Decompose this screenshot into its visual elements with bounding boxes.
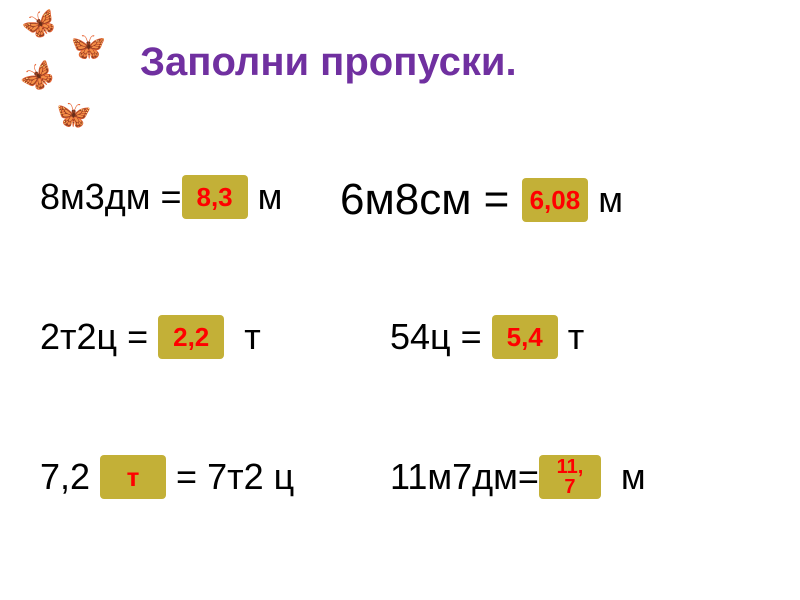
equation-suffix: = 7т2 ц: [166, 456, 294, 498]
equation-suffix: м: [588, 179, 623, 221]
equation: 7,2 т = 7т2 ц: [40, 455, 294, 499]
answer-box: 8,3: [182, 175, 248, 219]
equation-prefix: 7,2: [40, 456, 100, 498]
answer-box: 5,4: [492, 315, 558, 359]
equation-suffix: м: [601, 456, 646, 498]
answer-box: 6,08: [522, 178, 589, 222]
equation-suffix: т: [558, 316, 585, 358]
equation: 8м3дм =8,3 м: [40, 175, 282, 219]
answer-box: 11,7: [539, 455, 601, 499]
equation-suffix: т: [224, 316, 261, 358]
equation-prefix: 2т2ц =: [40, 316, 158, 358]
equation-prefix: 11м7дм=: [390, 456, 539, 498]
answer-box: т: [100, 455, 166, 499]
butterfly-icon: 🦋: [14, 53, 61, 99]
equation-prefix: 6м8см =: [340, 175, 522, 225]
butterfly-icon: 🦋: [67, 27, 107, 66]
equation: 2т2ц = 2,2 т: [40, 315, 261, 359]
answer-box: 2,2: [158, 315, 224, 359]
equation-prefix: 8м3дм =: [40, 176, 182, 218]
equation: 11м7дм=11,7 м: [390, 455, 646, 499]
butterfly-icon: 🦋: [17, 3, 61, 46]
butterfly-icon: 🦋: [51, 94, 93, 135]
equation-suffix: м: [248, 176, 283, 218]
equation: 54ц = 5,4 т: [390, 315, 584, 359]
equation: 6м8см = 6,08 м: [340, 175, 623, 225]
equation-prefix: 54ц =: [390, 316, 492, 358]
page-title: Заполни пропуски.: [140, 40, 517, 85]
